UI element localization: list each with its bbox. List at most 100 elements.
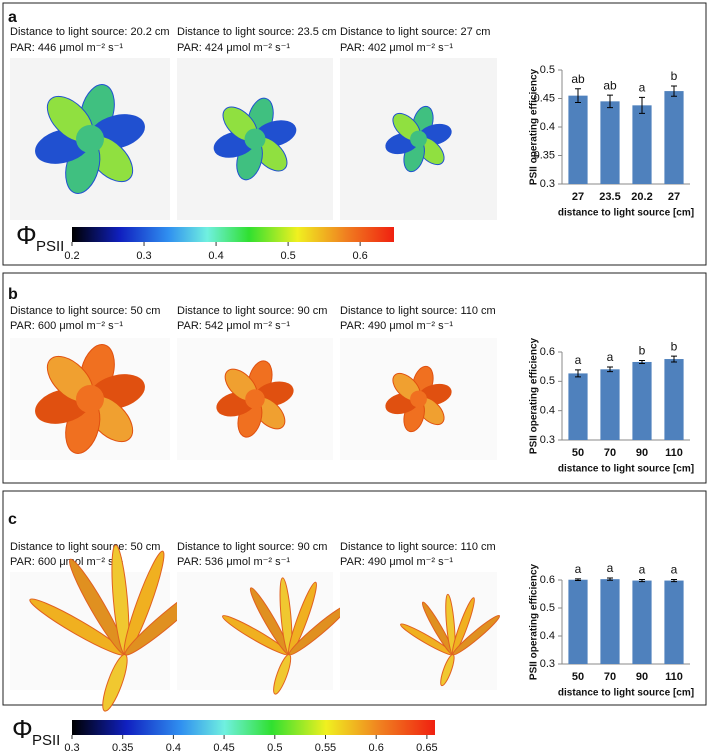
error-bar: [575, 88, 581, 103]
plant: [216, 360, 294, 438]
error-bar: [607, 366, 613, 373]
bar: [600, 579, 620, 664]
plant: [35, 84, 145, 194]
significance-label: a: [639, 81, 646, 95]
colorbar-tick-label: 0.2: [64, 250, 79, 262]
y-tick-label: 0.3: [540, 434, 555, 446]
plant: [222, 577, 349, 695]
colorbar-symbol: Φ: [16, 220, 37, 250]
colorbar-tick-label: 0.4: [166, 742, 181, 754]
bar: [632, 580, 652, 664]
leaf: [102, 653, 128, 712]
error-bar: [671, 578, 677, 583]
image-caption: Distance to light source: 90 cm: [177, 541, 327, 553]
image-caption: PAR: 542 μmol m⁻² s⁻¹: [177, 320, 290, 332]
significance-label: b: [671, 69, 678, 83]
colorbar-tick-label: 0.3: [136, 250, 151, 262]
y-tick-label: 0.3: [540, 178, 555, 190]
leaf: [273, 654, 292, 695]
image-caption: PAR: 490 μmol m⁻² s⁻¹: [340, 320, 453, 332]
image-caption: PAR: 600 μmol m⁻² s⁻¹: [10, 320, 123, 332]
error-bar: [671, 85, 677, 97]
error-bar: [639, 360, 645, 364]
colorbar-subscript: PSII: [32, 732, 60, 749]
x-tick-label: 50: [572, 671, 584, 683]
bar: [664, 359, 684, 440]
panel-label: a: [8, 9, 17, 26]
y-tick-label: 0.6: [540, 574, 555, 586]
image-caption: PAR: 490 μmol m⁻² s⁻¹: [340, 556, 453, 568]
image-caption: Distance to light source: 50 cm: [10, 305, 160, 317]
significance-label: b: [671, 339, 678, 353]
colorbar-symbol: Φ: [12, 714, 33, 744]
error-bar: [575, 578, 581, 582]
error-bar: [639, 96, 645, 114]
panel-label: c: [8, 511, 17, 528]
leaf: [76, 125, 104, 153]
significance-label: a: [607, 561, 614, 575]
y-tick-label: 0.5: [540, 602, 555, 614]
x-tick-label: 27: [668, 191, 680, 203]
significance-label: a: [575, 562, 582, 576]
significance-label: a: [639, 563, 646, 577]
colorbar: [72, 227, 394, 242]
leaf: [440, 654, 455, 687]
y-tick-label: 0.6: [540, 346, 555, 358]
error-bar: [607, 577, 613, 581]
colorbar-tick-label: 0.5: [267, 742, 282, 754]
plant: [29, 544, 211, 712]
error-bar: [639, 578, 645, 583]
image-caption: Distance to light source: 110 cm: [340, 305, 496, 317]
colorbar-tick-label: 0.6: [352, 250, 367, 262]
panel-frame: [2, 2, 707, 266]
panel-label: b: [8, 286, 18, 303]
image-caption: Distance to light source: 90 cm: [177, 305, 327, 317]
image-caption: Distance to light source: 23.5 cm: [177, 26, 337, 38]
colorbar: [72, 720, 435, 735]
bar: [664, 91, 684, 184]
error-bar: [575, 369, 581, 378]
plant: [400, 593, 501, 687]
image-caption: Distance to light source: 27 cm: [340, 26, 490, 38]
bar: [568, 95, 588, 184]
image-caption: Distance to light source: 110 cm: [340, 541, 496, 553]
y-tick-label: 0.3: [540, 658, 555, 670]
plant: [35, 344, 145, 454]
panel-frame: [2, 490, 707, 706]
image-caption: Distance to light source: 50 cm: [10, 541, 160, 553]
leaf: [410, 130, 427, 148]
x-tick-label: 90: [636, 447, 648, 459]
leaf: [76, 385, 104, 413]
x-tick-label: 110: [665, 447, 683, 459]
image-caption: PAR: 402 μmol m⁻² s⁻¹: [340, 42, 453, 54]
image-caption: PAR: 446 μmol m⁻² s⁻¹: [10, 42, 123, 54]
bar: [632, 105, 652, 184]
panel-frame: [2, 272, 707, 484]
significance-label: a: [575, 353, 582, 367]
leaf: [410, 390, 427, 408]
y-axis-label: PSII operating efficiency: [529, 337, 540, 454]
colorbar-tick-label: 0.65: [416, 742, 437, 754]
bar: [568, 579, 588, 664]
y-tick-label: 0.45: [534, 92, 555, 104]
x-axis-label: distance to light source [cm]: [558, 688, 694, 699]
plant: [385, 365, 452, 433]
colorbar-tick-label: 0.3: [64, 742, 79, 754]
significance-label: ab: [603, 78, 617, 92]
colorbar-tick-label: 0.6: [369, 742, 384, 754]
x-tick-label: 23.5: [599, 191, 620, 203]
y-tick-label: 0.35: [534, 149, 555, 161]
y-tick-label: 0.5: [540, 64, 555, 76]
x-tick-label: 70: [604, 671, 616, 683]
x-tick-label: 70: [604, 447, 616, 459]
colorbar-tick-label: 0.4: [208, 250, 223, 262]
significance-label: ab: [571, 72, 585, 86]
colorbar-tick-label: 0.45: [213, 742, 234, 754]
y-tick-label: 0.4: [540, 121, 555, 133]
colorbar-tick-label: 0.55: [315, 742, 336, 754]
image-caption: PAR: 424 μmol m⁻² s⁻¹: [177, 42, 290, 54]
x-tick-label: 27: [572, 191, 584, 203]
x-axis-label: distance to light source [cm]: [558, 208, 694, 219]
y-tick-label: 0.5: [540, 375, 555, 387]
